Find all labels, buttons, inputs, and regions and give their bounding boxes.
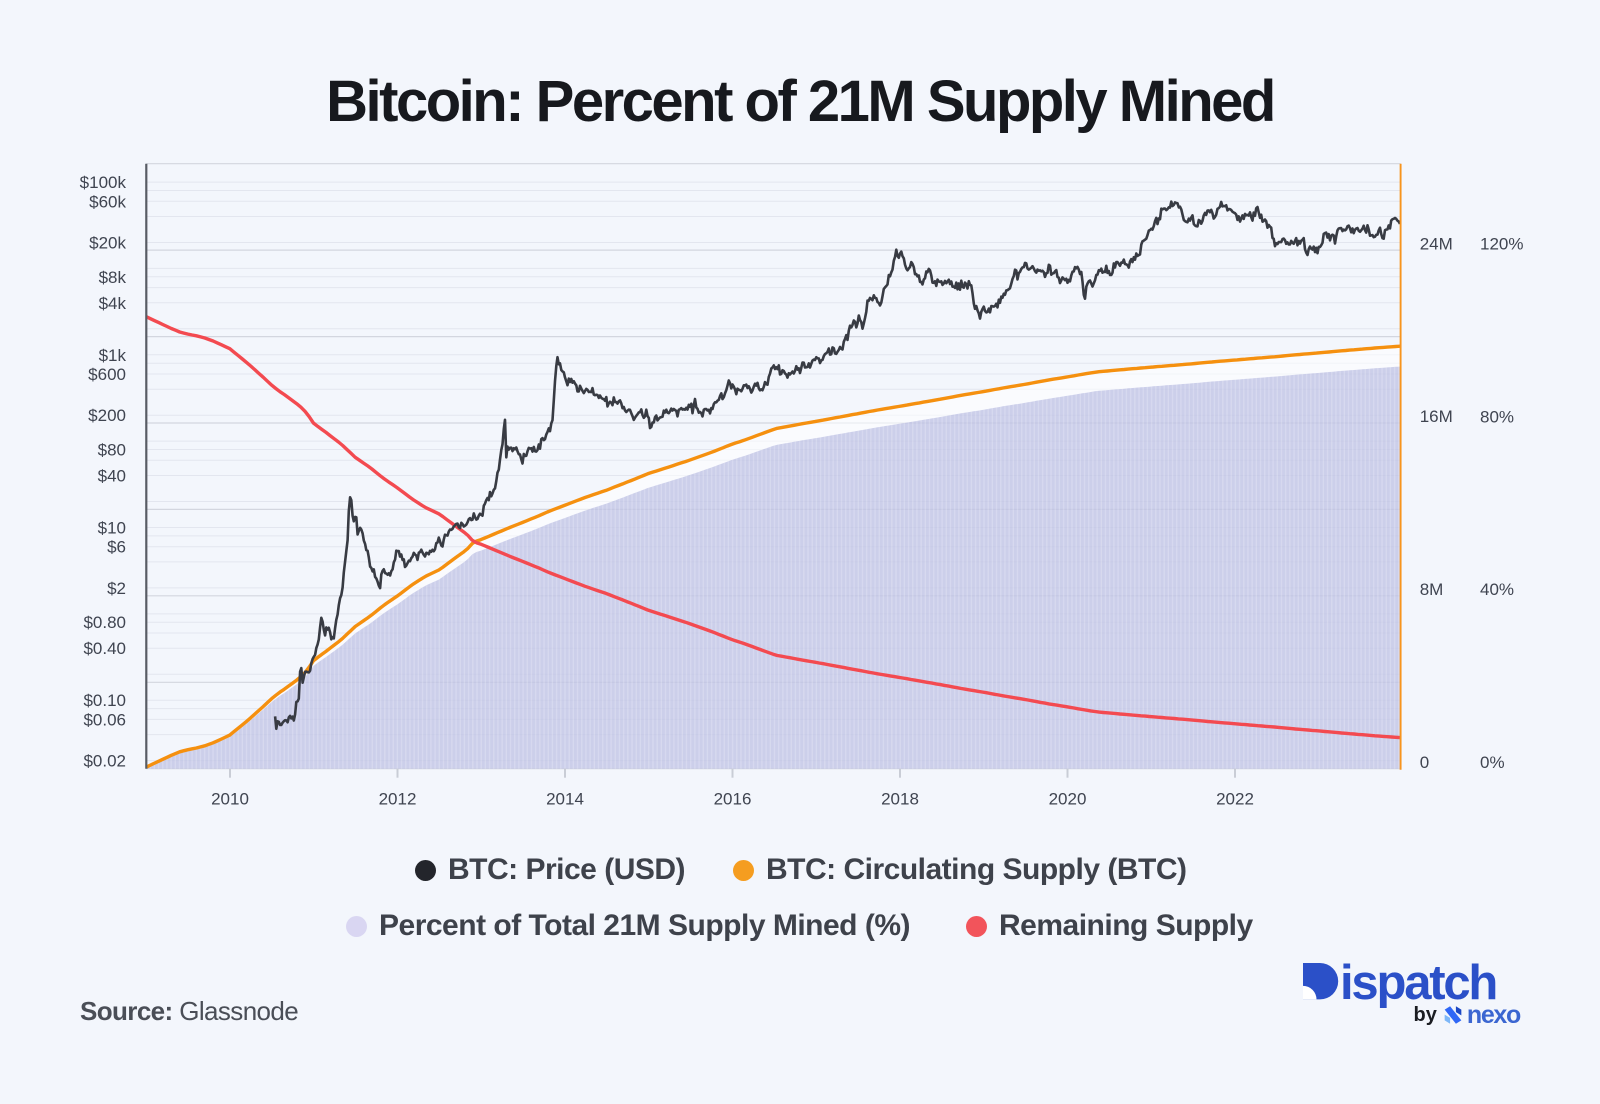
svg-text:$0.06: $0.06: [83, 710, 126, 729]
svg-text:ispatch: ispatch: [1340, 956, 1496, 1008]
svg-text:$0.02: $0.02: [83, 752, 126, 771]
svg-text:$20k: $20k: [89, 234, 126, 253]
svg-text:0%: 0%: [1480, 753, 1505, 772]
svg-text:$0.80: $0.80: [83, 613, 126, 632]
svg-text:$2: $2: [107, 579, 126, 598]
svg-text:$0.40: $0.40: [83, 639, 126, 658]
svg-text:$80: $80: [98, 441, 126, 460]
svg-text:$40: $40: [98, 467, 126, 486]
svg-text:$1k: $1k: [99, 346, 127, 365]
svg-text:2018: 2018: [881, 790, 919, 809]
svg-text:$200: $200: [88, 406, 126, 425]
svg-text:8M: 8M: [1420, 580, 1444, 599]
svg-text:$6: $6: [107, 538, 126, 557]
svg-text:$60k: $60k: [89, 192, 126, 211]
svg-text:24M: 24M: [1420, 234, 1453, 253]
svg-text:2010: 2010: [211, 790, 249, 809]
svg-text:2016: 2016: [714, 790, 752, 809]
svg-text:$0.10: $0.10: [83, 691, 126, 710]
svg-text:$4k: $4k: [99, 294, 127, 313]
svg-text:120%: 120%: [1480, 235, 1523, 254]
svg-text:2022: 2022: [1216, 790, 1254, 809]
svg-text:2020: 2020: [1049, 790, 1087, 809]
svg-text:40%: 40%: [1480, 580, 1514, 599]
svg-text:$100k: $100k: [80, 173, 127, 192]
svg-text:2014: 2014: [546, 790, 584, 809]
svg-text:$600: $600: [88, 365, 126, 384]
svg-text:2012: 2012: [379, 790, 417, 809]
svg-text:16M: 16M: [1420, 407, 1453, 426]
svg-text:$8k: $8k: [99, 268, 127, 287]
svg-text:80%: 80%: [1480, 407, 1514, 426]
svg-text:$10: $10: [98, 519, 126, 538]
svg-text:0: 0: [1420, 753, 1429, 772]
